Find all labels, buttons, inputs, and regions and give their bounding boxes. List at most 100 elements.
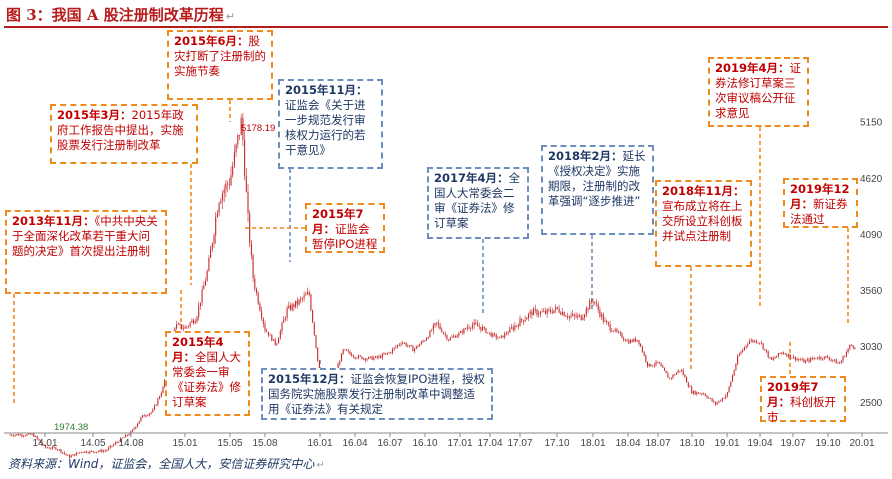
candle (643, 350, 645, 357)
candle (781, 352, 783, 355)
candle (249, 210, 251, 247)
candle (653, 362, 655, 368)
candle (94, 451, 96, 453)
candle (410, 344, 412, 347)
candle (546, 308, 548, 318)
candle (828, 356, 830, 361)
candle (629, 338, 632, 344)
x-tick-label: 19.10 (815, 438, 840, 449)
candle (242, 112, 244, 146)
candle (75, 451, 77, 456)
candle (386, 352, 388, 356)
candle (313, 321, 315, 337)
candle (84, 451, 86, 454)
candle (799, 357, 802, 361)
candle (669, 377, 671, 380)
candle (793, 354, 795, 359)
candle (38, 438, 40, 441)
candle (164, 379, 166, 389)
annotation-text: 证监会恢复IPO进程，授权国务院实施股票发行注册制改革中调整适用《证券法》有关规… (268, 372, 485, 416)
candle (500, 335, 502, 339)
candle (735, 362, 737, 371)
candle (123, 436, 125, 439)
candle (531, 309, 533, 319)
candle (548, 307, 550, 313)
candle (646, 361, 649, 369)
candle (594, 301, 596, 306)
annotation-date: 2018年2月： (548, 149, 623, 163)
candle (369, 356, 371, 359)
candle (816, 356, 819, 360)
candle (48, 446, 50, 449)
candle (451, 334, 453, 339)
candle (662, 364, 664, 368)
candle (697, 392, 700, 394)
candle (432, 322, 434, 335)
candle (220, 197, 222, 205)
candle (431, 328, 433, 332)
candle (223, 184, 225, 203)
candle (415, 345, 417, 350)
candle (611, 327, 613, 333)
candle (652, 365, 654, 367)
candle (456, 334, 458, 338)
candle (704, 393, 706, 397)
candle (497, 335, 499, 340)
x-tick-label: 18.07 (645, 438, 670, 449)
candle (24, 434, 26, 437)
candle (402, 340, 404, 345)
candle (340, 352, 343, 362)
candle (713, 399, 715, 404)
candle (592, 298, 594, 306)
candle (114, 441, 116, 446)
candle (347, 348, 349, 354)
candle (247, 183, 249, 222)
candle (395, 345, 397, 349)
candle (782, 351, 785, 355)
candle (23, 435, 25, 438)
candle (517, 322, 519, 330)
annotation-text: 新证券法通过 (790, 197, 848, 226)
candle (87, 451, 89, 454)
candle (11, 433, 13, 437)
candle (271, 334, 273, 342)
candle (502, 335, 504, 338)
candle (850, 343, 853, 346)
candle (675, 372, 677, 375)
candle (356, 357, 358, 360)
candle (623, 336, 625, 342)
candle (85, 450, 88, 454)
candle (621, 332, 623, 339)
candle (308, 290, 310, 297)
annotation-box: 2019年7月：科创板开市 (760, 376, 846, 424)
candle (317, 347, 319, 362)
candle (397, 344, 399, 349)
candle (291, 302, 293, 312)
candle (803, 358, 805, 363)
candle (706, 394, 708, 400)
candle (442, 331, 445, 335)
x-tick-label: 18.01 (580, 438, 605, 449)
annotation-date: 2015年4月： (172, 335, 224, 364)
candle (718, 400, 720, 404)
candle (371, 355, 373, 360)
candle (68, 453, 71, 459)
candle (764, 348, 766, 351)
candle (203, 281, 205, 290)
annotation-box: 2017年4月：全国人大常委会二审《证券法》修订草案 (427, 167, 529, 239)
candle (737, 353, 739, 366)
candle (419, 343, 421, 347)
candle (811, 356, 813, 361)
candle (832, 359, 834, 363)
candle (553, 309, 555, 314)
candle (301, 296, 303, 303)
candle (723, 397, 725, 399)
candle (458, 331, 460, 338)
candle (822, 357, 824, 362)
annotation-box: 2019年12月：新证券法通过 (783, 178, 858, 228)
candle (385, 353, 387, 356)
candle (361, 356, 363, 360)
candle (58, 449, 60, 452)
candle (580, 314, 582, 321)
candle (434, 322, 436, 328)
